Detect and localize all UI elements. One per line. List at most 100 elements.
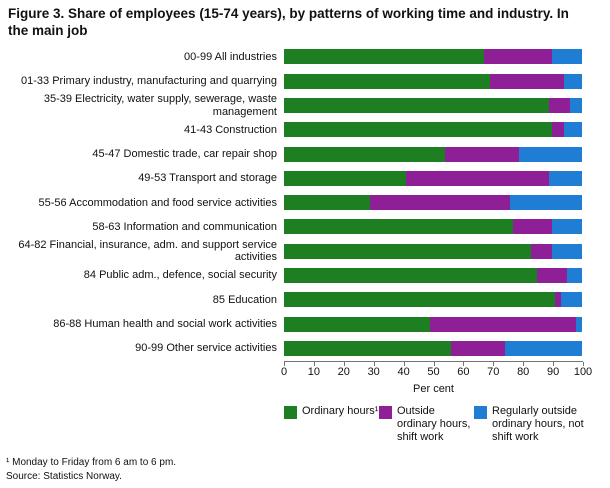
bar-segment <box>284 340 451 356</box>
bar-row: 58-63 Information and communication <box>8 215 610 239</box>
bar-row: 49-53 Transport and storage <box>8 166 610 190</box>
bar-segment <box>284 316 431 332</box>
category-label: 55-56 Accommodation and food service act… <box>38 196 277 209</box>
legend-swatch <box>284 405 297 419</box>
category-label: 84 Public adm., defence, social security <box>83 269 277 282</box>
legend-label: Ordinary hours¹ <box>302 404 379 417</box>
legend-label: Outside ordinary hours, shift work <box>397 404 471 443</box>
bar-segment <box>284 195 371 211</box>
category-label: 41-43 Construction <box>184 123 277 136</box>
axis-tick <box>433 361 435 366</box>
x-axis-label: Per cent <box>413 382 454 395</box>
axis-tick <box>313 361 315 366</box>
bar-segment <box>284 219 514 235</box>
axis-tick <box>493 361 495 366</box>
bar-row: 64-82 Financial, insurance, adm. and sup… <box>8 239 610 263</box>
bar-row: 84 Public adm., defence, social security <box>8 263 610 287</box>
bar-segment <box>549 170 582 186</box>
bar-track <box>284 195 582 211</box>
bar-track <box>284 49 582 65</box>
x-axis <box>284 360 584 366</box>
category-label: 35-39 Electricity, water supply, sewerag… <box>43 93 277 118</box>
bar-segment <box>567 268 582 284</box>
axis-tick <box>284 361 285 366</box>
bar-segment <box>284 170 407 186</box>
bar-segment <box>552 122 565 138</box>
axis-tick-label: 30 <box>367 365 380 378</box>
legend-swatch <box>474 405 487 419</box>
bar-segment <box>284 292 556 308</box>
axis-tick <box>403 361 405 366</box>
bar-track <box>284 97 582 113</box>
bar-segment <box>552 243 582 259</box>
legend-item: Ordinary hours¹ <box>284 405 379 444</box>
bar-segment <box>284 49 484 65</box>
bar-row: 45-47 Domestic trade, car repair shop <box>8 142 610 166</box>
axis-tick <box>523 361 525 366</box>
axis-tick <box>583 361 584 366</box>
bar-row: 85 Education <box>8 288 610 312</box>
axis-tick <box>343 361 345 366</box>
bar-chart: 00-99 All industries 01-33 Primary indust… <box>8 45 610 361</box>
axis-tick-label: 70 <box>487 365 500 378</box>
bar-segment <box>406 170 550 186</box>
legend: Ordinary hours¹ Outside ordinary hours, s… <box>284 405 610 444</box>
bar-segment <box>513 219 553 235</box>
bar-segment <box>284 97 550 113</box>
bar-segment <box>284 122 553 138</box>
axis-tick <box>463 361 465 366</box>
bar-track <box>284 219 582 235</box>
bar-segment <box>519 146 582 162</box>
bar-row: 00-99 All industries <box>8 45 610 69</box>
bar-segment <box>561 292 582 308</box>
category-label: 01-33 Primary industry, manufacturing an… <box>21 75 277 88</box>
legend-swatch <box>379 405 392 419</box>
axis-tick <box>553 361 555 366</box>
axis-tick-label: 0 <box>280 365 288 378</box>
bar-segment <box>450 340 505 356</box>
bar-segment <box>531 243 553 259</box>
figure-title: Figure 3. Share of employees (15-74 year… <box>8 6 569 38</box>
bar-segment <box>489 73 565 89</box>
category-label: 64-82 Financial, insurance, adm. and sup… <box>18 238 277 264</box>
bar-row: 86-88 Human health and social work activ… <box>8 312 610 336</box>
bar-segment <box>430 316 577 332</box>
axis-tick-label: 20 <box>337 365 350 378</box>
bar-segment <box>570 97 582 113</box>
axis-tick-label: 90 <box>546 365 560 378</box>
bar-segment <box>564 73 582 89</box>
bar-row: 01-33 Primary industry, manufacturing an… <box>8 69 610 93</box>
footnotes: ¹ Monday to Friday from 6 am to 6 pm. So… <box>6 456 176 483</box>
category-label: 86-88 Human health and social work activ… <box>53 318 277 330</box>
bar-track <box>284 316 582 332</box>
bar-row: 35-39 Electricity, water supply, sewerag… <box>8 93 610 118</box>
bar-segment <box>552 219 582 235</box>
bar-track <box>284 292 582 308</box>
bar-segment <box>549 97 571 113</box>
source: Source: Statistics Norway. <box>6 470 122 482</box>
bar-segment <box>284 268 538 284</box>
bar-segment <box>284 243 532 259</box>
axis-tick <box>373 361 375 366</box>
bar-row: 41-43 Construction <box>8 118 610 142</box>
axis-tick-label: 100 <box>573 365 593 378</box>
bar-segment <box>576 316 582 332</box>
bar-segment <box>370 195 511 211</box>
bar-segment <box>537 268 568 284</box>
bar-segment <box>555 292 562 308</box>
bar-track <box>284 268 582 284</box>
bar-track <box>284 122 582 138</box>
category-label: 90-99 Other service activities <box>135 342 277 355</box>
bar-track <box>284 340 582 356</box>
axis-tick-label: 10 <box>307 365 321 378</box>
bar-row: 55-56 Accommodation and food service act… <box>8 191 610 215</box>
bar-segment <box>284 73 490 89</box>
bar-track <box>284 243 582 259</box>
bar-segment <box>504 340 582 356</box>
footnote: ¹ Monday to Friday from 6 am to 6 pm. <box>6 457 177 468</box>
legend-label: Regularly outside ordinary hours, not sh… <box>492 404 584 443</box>
category-label: 49-53 Transport and storage <box>138 172 277 185</box>
bar-track <box>284 73 582 89</box>
axis-tick-label: 80 <box>517 365 530 378</box>
